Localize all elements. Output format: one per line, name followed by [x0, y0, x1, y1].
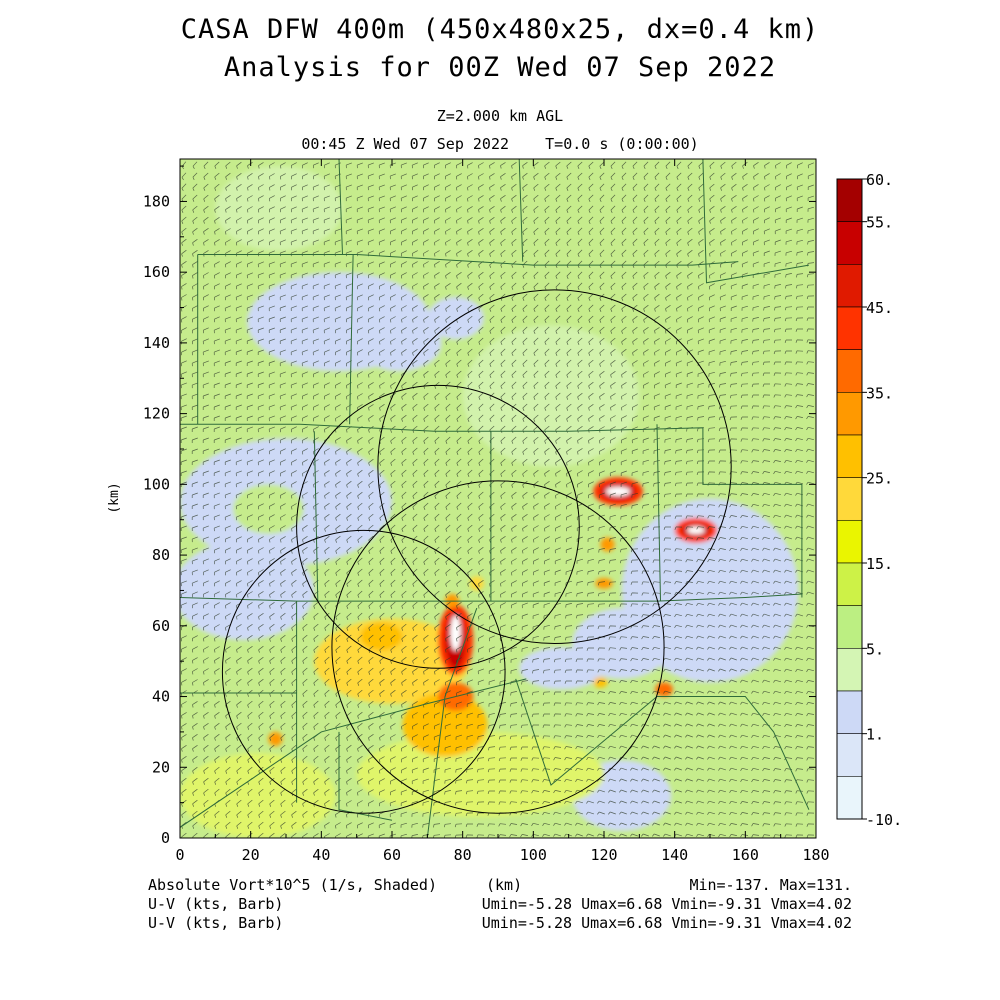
x-axis-unit: (km): [486, 876, 523, 894]
colorbar-swatch: [836, 391, 863, 436]
vorticity-region: [268, 731, 283, 747]
vorticity-region: [356, 731, 604, 817]
colorbar-label: 5.: [866, 640, 884, 658]
colorbar-swatch: [836, 263, 863, 308]
x-tick-label: 80: [454, 846, 472, 864]
colorbar-swatch: [836, 605, 863, 649]
county-boundary: [515, 678, 810, 810]
x-tick-label: 20: [242, 846, 260, 864]
time-label: 00:45 Z Wed 07 Sep 2022 T=0.0 s (0:00:00…: [301, 135, 699, 153]
colorbar-swatch: [836, 434, 863, 479]
colorbar-label: 1.: [866, 726, 884, 744]
y-tick-label: 60: [152, 617, 170, 635]
vorticity-region: [356, 314, 442, 372]
colorbar-swatch: [836, 775, 863, 820]
colorbar-label: 55.: [866, 214, 893, 232]
vorticity-region: [595, 578, 613, 589]
y-tick-label: 20: [152, 758, 170, 776]
x-tick-label: 120: [590, 846, 617, 864]
vorticity-region: [519, 647, 604, 690]
vorticity-region: [462, 325, 640, 467]
wind-label-2: U-V (kts, Barb): [148, 914, 284, 932]
county-boundary: [338, 159, 343, 255]
colorbar-swatch: [836, 221, 863, 265]
y-tick-label: 120: [143, 405, 170, 423]
vorticity-region: [402, 693, 488, 757]
y-axis-label: (km): [107, 482, 122, 513]
colorbar-label: 60.: [866, 171, 893, 189]
county-boundary: [702, 427, 803, 598]
county-boundary: [349, 254, 354, 425]
radar-range-ring: [221, 529, 506, 814]
vorticity-region: [427, 296, 484, 340]
y-tick-label: 80: [152, 546, 170, 564]
wind-label-1: U-V (kts, Barb): [148, 895, 284, 913]
colorbar-swatch: [836, 647, 863, 692]
colorbar-label: 35.: [866, 384, 893, 402]
colorbar-swatch: [836, 519, 863, 564]
county-boundary: [197, 254, 739, 266]
vorticity-region: [469, 576, 484, 591]
vorticity-region: [215, 166, 343, 251]
radar-range-ring: [296, 384, 580, 669]
colorbar-swatch: [836, 562, 863, 607]
vorticity-region: [180, 540, 315, 640]
vorticity-region: [360, 622, 403, 651]
colorbar-swatch: [836, 733, 863, 777]
vorticity-region: [687, 526, 705, 535]
colorbar-label: 45.: [866, 299, 893, 317]
x-tick-label: 140: [661, 846, 688, 864]
x-tick-label: 180: [802, 846, 829, 864]
level-label: Z=2.000 km AGL: [436, 107, 564, 125]
colorbar-swatch: [836, 306, 863, 351]
y-tick-label: 40: [152, 688, 170, 706]
vorticity-region: [655, 682, 673, 697]
vorticity-region: [600, 537, 615, 552]
field-label: Absolute Vort*10^5 (1/s, Shaded): [148, 876, 437, 894]
vorticity-region: [233, 484, 304, 534]
x-tick-label: 40: [312, 846, 330, 864]
county-boundary: [518, 159, 524, 262]
county-boundary: [313, 431, 319, 602]
y-tick-label: 180: [143, 192, 170, 210]
wind-barbs: [180, 161, 815, 838]
colorbar-label: 15.: [866, 555, 893, 573]
vorticity-region: [605, 486, 631, 497]
radar-range-ring: [377, 289, 732, 644]
colorbar-swatch: [836, 178, 863, 223]
county-boundary: [702, 159, 809, 284]
x-tick-label: 0: [175, 846, 184, 864]
county-boundary: [338, 731, 393, 821]
colorbar-frame: [836, 178, 863, 820]
colorbar-label: 25.: [866, 470, 893, 488]
x-tick-label: 60: [383, 846, 401, 864]
colorbar-swatch: [836, 477, 863, 521]
colorbar-label: -10.: [866, 811, 902, 829]
county-boundary: [180, 678, 527, 828]
colorbar-swatch: [836, 349, 863, 393]
wind-stats-2: Umin=-5.28 Umax=6.68 Vmin=-9.31 Vmax=4.0…: [481, 914, 852, 932]
min-max-label: Min=-137. Max=131.: [689, 876, 852, 894]
county-boundary: [180, 423, 703, 432]
x-tick-label: 100: [520, 846, 547, 864]
radar-range-ring: [331, 480, 665, 814]
y-tick-label: 100: [143, 475, 170, 493]
chart-title: CASA DFW 400m (450x480x25, dx=0.4 km): [180, 14, 820, 45]
y-tick-label: 140: [143, 334, 170, 352]
wind-stats-1: Umin=-5.28 Umax=6.68 Vmin=-9.31 Vmax=4.0…: [481, 895, 852, 913]
x-tick-label: 160: [732, 846, 759, 864]
y-tick-label: 0: [161, 829, 170, 847]
vorticity-region: [450, 615, 461, 651]
county-boundary: [426, 607, 478, 838]
county-boundary: [656, 424, 661, 602]
chart-subtitle: Analysis for 00Z Wed 07 Sep 2022: [223, 52, 777, 83]
colorbar-swatch: [836, 690, 863, 735]
y-tick-label: 160: [143, 263, 170, 281]
vorticity-region: [593, 677, 608, 688]
